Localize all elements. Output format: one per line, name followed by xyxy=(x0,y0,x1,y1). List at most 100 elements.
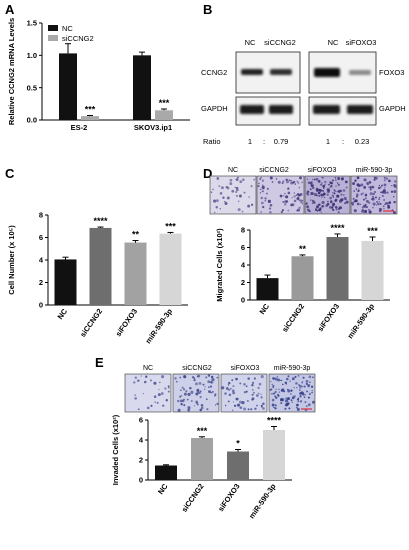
cell-speck xyxy=(295,382,298,385)
cell-speck xyxy=(326,188,330,192)
cell-speck xyxy=(321,205,324,208)
significance-label: ** xyxy=(299,244,307,254)
cell-speck xyxy=(236,403,241,407)
cell-speck xyxy=(385,177,388,180)
cell-speck xyxy=(279,194,283,198)
y-tick-label: 0 xyxy=(139,476,143,485)
cell-speck xyxy=(372,206,374,209)
cell-speck xyxy=(290,179,292,182)
cell-speck xyxy=(137,408,140,411)
cell-speck xyxy=(364,204,367,207)
cell-speck xyxy=(205,376,208,379)
cell-speck xyxy=(276,376,279,378)
cell-speck xyxy=(303,396,306,398)
cell-speck xyxy=(304,401,307,404)
cell-speck xyxy=(136,379,140,383)
cell-speck xyxy=(284,192,286,195)
bar xyxy=(191,438,213,480)
cell-speck xyxy=(377,186,381,190)
cell-speck xyxy=(282,200,285,203)
chart-panel-c: 0 2 4 6 8 Cell Number (x 10⁵) NC **** siCCNG2 ** s… xyxy=(7,211,188,346)
cell-speck xyxy=(303,385,306,388)
cell-speck xyxy=(235,397,239,401)
cell-speck xyxy=(165,399,168,402)
cell-speck xyxy=(337,207,341,210)
cell-speck xyxy=(308,375,312,379)
blot-band xyxy=(314,68,340,77)
cell-speck xyxy=(154,396,156,398)
cell-speck xyxy=(344,180,348,184)
cell-speck xyxy=(267,199,271,203)
cell-speck xyxy=(305,405,308,407)
x-tick-label: miR-590-3p xyxy=(144,307,175,346)
cell-speck xyxy=(299,388,301,390)
cell-speck xyxy=(301,381,304,383)
cell-speck xyxy=(321,182,323,184)
cell-speck xyxy=(264,197,267,200)
blot-lane-label: siFOXO3 xyxy=(346,38,377,47)
significance-label: **** xyxy=(267,416,282,426)
cell-speck xyxy=(295,406,298,409)
cell-speck xyxy=(243,391,246,394)
cell-speck xyxy=(365,205,368,209)
cell-speck xyxy=(317,191,321,195)
cell-speck xyxy=(332,208,335,212)
cell-speck xyxy=(274,377,278,381)
bar xyxy=(256,278,279,300)
cell-speck xyxy=(334,190,336,192)
cell-speck xyxy=(344,202,346,205)
cell-speck xyxy=(335,185,337,187)
cell-speck xyxy=(212,188,214,191)
cell-speck xyxy=(305,380,309,383)
x-tick-label: siCCNG2 xyxy=(280,302,306,334)
cell-speck xyxy=(150,404,153,407)
cell-speck xyxy=(210,375,214,379)
cell-speck xyxy=(199,395,202,399)
cell-speck xyxy=(307,396,310,399)
cell-speck xyxy=(373,190,377,194)
cell-speck xyxy=(232,389,235,393)
cell-speck xyxy=(232,391,236,395)
cell-speck xyxy=(297,374,300,377)
cell-speck xyxy=(144,380,147,384)
cell-speck xyxy=(383,207,385,210)
cell-speck xyxy=(134,394,137,397)
cell-speck xyxy=(287,402,290,405)
cell-speck xyxy=(251,389,254,391)
cell-speck xyxy=(296,398,299,401)
cell-speck xyxy=(134,397,137,400)
cell-speck xyxy=(153,381,157,385)
x-tick-label: NC xyxy=(156,482,170,497)
cell-speck xyxy=(384,201,387,204)
cell-speck xyxy=(196,391,200,394)
cell-speck xyxy=(361,206,364,209)
cell-speck xyxy=(168,386,170,389)
cell-speck xyxy=(203,388,206,390)
y-axis-label: Relative CCNG2 mRNA Levels xyxy=(7,18,16,125)
cell-speck xyxy=(318,188,321,192)
cell-speck xyxy=(253,377,257,380)
cell-speck xyxy=(288,179,291,182)
cell-speck xyxy=(306,390,308,393)
cell-speck xyxy=(321,196,323,199)
cell-speck xyxy=(187,408,191,412)
cell-speck xyxy=(269,211,272,214)
cell-speck xyxy=(313,178,316,181)
bar xyxy=(54,259,77,305)
cell-speck xyxy=(177,408,181,412)
cell-speck xyxy=(208,390,211,393)
cell-speck xyxy=(211,377,215,382)
cell-speck xyxy=(177,399,180,403)
cell-speck xyxy=(271,181,274,183)
cell-speck xyxy=(380,191,382,194)
cell-speck xyxy=(363,178,367,182)
cell-speck xyxy=(315,188,319,191)
cell-speck xyxy=(321,201,325,205)
cell-speck xyxy=(251,397,255,401)
cell-speck xyxy=(257,386,260,390)
micrograph-label: siCCNG2 xyxy=(182,365,212,372)
bar xyxy=(361,240,384,300)
cell-speck xyxy=(253,178,256,181)
cell-speck xyxy=(239,406,243,409)
bar xyxy=(326,237,349,300)
